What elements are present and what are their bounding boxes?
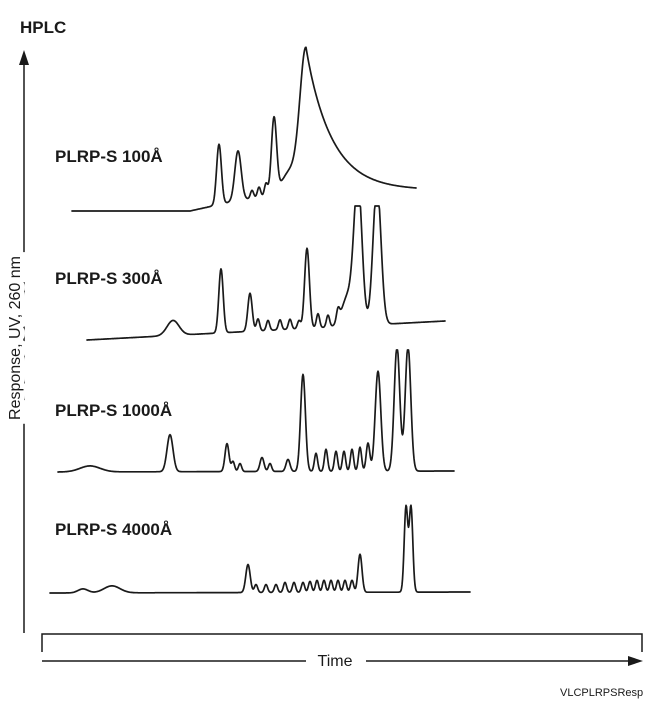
x-axis-arrowhead: [628, 656, 643, 666]
trace-label-300: PLRP-S 300Å: [55, 269, 163, 288]
trace-label-100: PLRP-S 100Å: [55, 147, 163, 166]
trace-label-4000: PLRP-S 4000Å: [55, 520, 172, 539]
chart-title: HPLC: [20, 18, 66, 37]
y-axis-arrowhead: [19, 50, 29, 65]
trace-label-1000: PLRP-S 1000Å: [55, 401, 172, 420]
trace-300: [86, 205, 446, 341]
trace-100: [71, 46, 417, 212]
figure-reference: VLCPLRPSResp: [560, 687, 643, 699]
x-axis-label: Time: [318, 653, 353, 670]
trace-1000: [57, 349, 455, 473]
y-axis-label: Response, UV, 260 nm: [7, 256, 24, 420]
x-axis-bracket: [41, 633, 643, 652]
trace-4000: [49, 504, 471, 594]
